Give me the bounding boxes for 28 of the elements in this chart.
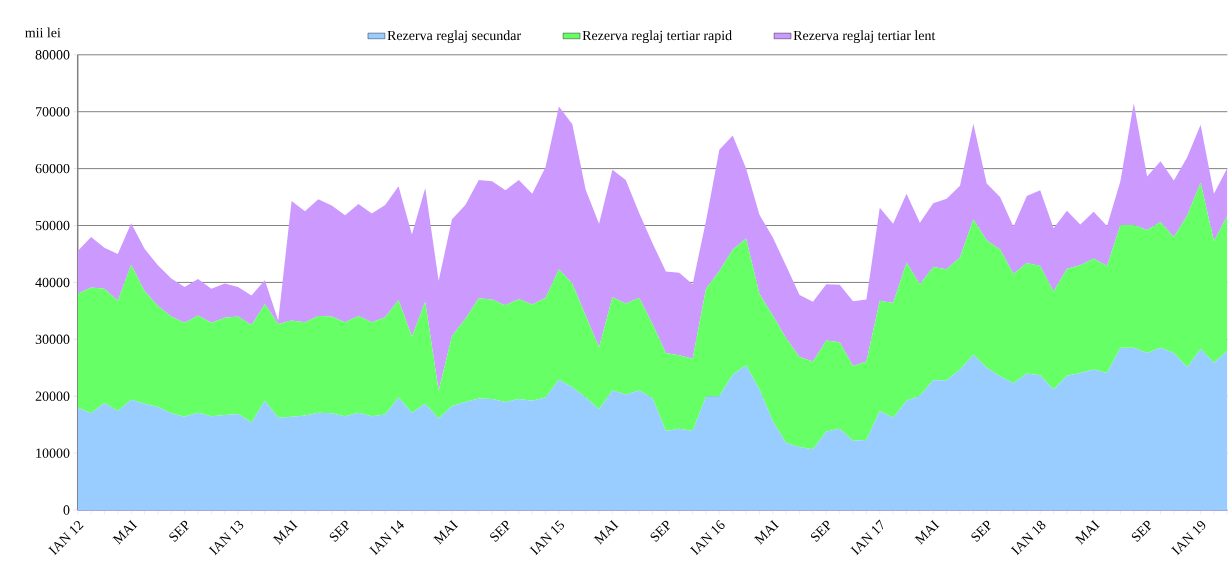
legend-label: Rezerva reglaj tertiar lent: [793, 30, 936, 44]
x-tick-label: SEP: [650, 520, 670, 542]
y-tick-label: 40000: [35, 277, 70, 288]
y-tick-label: 30000: [35, 334, 70, 345]
x-tick-label: IAN 19: [1171, 521, 1206, 556]
x-tick-label: SEP: [329, 520, 350, 542]
x-tick-label: IAN 15: [529, 520, 565, 556]
y-tick-label: 70000: [36, 107, 70, 117]
y-tick-label: 50000: [35, 220, 70, 231]
y-tick-label: 60000: [35, 163, 70, 174]
x-tick-label: IAN 16: [689, 520, 725, 556]
x-tick-label: IAN 13: [208, 520, 244, 556]
x-tick-label: IAN 14: [369, 520, 404, 556]
x-tick-label: SEP: [810, 520, 831, 542]
y-axis-title: mii lei: [25, 27, 61, 38]
x-tick-label: SEP: [169, 520, 189, 542]
y-tick-label: 0: [63, 505, 70, 515]
x-tick-label: SEP: [490, 520, 510, 542]
x-tick-label: IAN 18: [1010, 520, 1046, 556]
y-tick-label: 10000: [36, 448, 70, 458]
x-tick-label: IAN 17: [850, 519, 884, 556]
legend-label: Rezerva reglaj tertiar rapid: [582, 30, 732, 44]
x-tick-label: SEP: [1131, 520, 1152, 542]
y-tick-label: 20000: [35, 391, 70, 402]
legend-label: Rezerva reglaj secundar: [387, 30, 521, 44]
x-tick-label: SEP: [971, 520, 991, 542]
x-tick-label: IAN 12: [48, 520, 84, 556]
y-tick-label: 80000: [35, 50, 70, 60]
